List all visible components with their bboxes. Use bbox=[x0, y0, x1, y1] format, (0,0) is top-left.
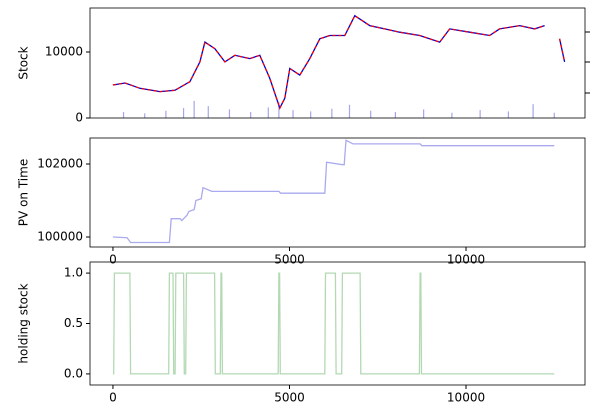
axes-frame bbox=[89, 7, 586, 119]
x-tick-label: 5000 bbox=[274, 253, 305, 267]
price-line bbox=[112, 272, 555, 375]
volume-bar bbox=[532, 104, 534, 118]
volume-bar bbox=[267, 107, 269, 118]
y-tick-label: 10000 bbox=[45, 45, 83, 59]
x-tick-label: 0 bbox=[109, 391, 117, 405]
volume-bar bbox=[479, 110, 481, 118]
volume-bar bbox=[394, 112, 397, 118]
axes-frame bbox=[89, 261, 586, 386]
volume-bar bbox=[193, 100, 195, 118]
y-tick-label: 102000 bbox=[37, 156, 83, 170]
volume-bar bbox=[165, 110, 167, 118]
volume-bar bbox=[423, 109, 425, 118]
price-line bbox=[112, 139, 555, 244]
price-line bbox=[112, 14, 566, 110]
right-axis-ticks bbox=[585, 31, 590, 94]
volume-bar bbox=[553, 112, 555, 118]
axes-frame bbox=[89, 137, 586, 248]
volume-bar bbox=[250, 112, 252, 118]
y-tick-label: 1.0 bbox=[64, 266, 83, 280]
y-tick-label: 100000 bbox=[37, 229, 83, 243]
volume-bar bbox=[278, 102, 280, 118]
volume-bar bbox=[451, 112, 453, 118]
y-tick-label: 0 bbox=[75, 111, 83, 125]
y-tick-label: 0.0 bbox=[64, 366, 83, 380]
y-tick-label: 0.5 bbox=[64, 316, 83, 330]
x-tick-label: 5000 bbox=[274, 391, 305, 405]
y-axis-label: PV on Time bbox=[17, 159, 31, 226]
price-line bbox=[112, 14, 566, 110]
volume-bar bbox=[228, 109, 231, 118]
volume-bar bbox=[348, 104, 351, 118]
y-axis-label: Stock bbox=[17, 46, 31, 79]
volume-bar bbox=[370, 110, 372, 118]
x-tick-label: 0 bbox=[109, 253, 117, 267]
y-axis-label: holding stock bbox=[17, 283, 31, 363]
volume-bar bbox=[331, 108, 333, 118]
volume-bar bbox=[144, 113, 146, 118]
volume-bar bbox=[182, 108, 185, 118]
x-tick-label: 10000 bbox=[447, 391, 485, 405]
volume-bar bbox=[122, 112, 125, 118]
volume-bar bbox=[207, 106, 209, 118]
volume-bar bbox=[310, 111, 312, 118]
volume-bar bbox=[292, 110, 294, 118]
volume-bar bbox=[507, 111, 509, 118]
x-tick-label: 10000 bbox=[447, 253, 485, 267]
